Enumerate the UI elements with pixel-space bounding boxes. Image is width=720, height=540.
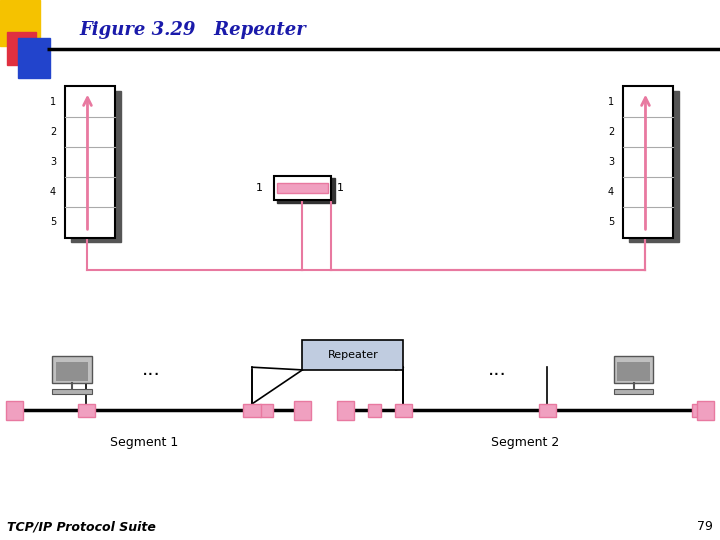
Text: 5: 5 xyxy=(50,218,56,227)
Bar xyxy=(697,401,714,420)
Text: ...: ... xyxy=(487,360,506,380)
Bar xyxy=(53,389,92,394)
Bar xyxy=(260,404,273,417)
Bar xyxy=(614,356,654,383)
Text: TCP/IP Protocol Suite: TCP/IP Protocol Suite xyxy=(7,520,156,533)
Text: 2: 2 xyxy=(608,127,614,137)
Bar xyxy=(78,404,95,417)
Bar xyxy=(618,362,649,381)
Text: 5: 5 xyxy=(608,218,614,227)
Text: 1: 1 xyxy=(337,183,344,193)
Bar xyxy=(71,91,121,242)
Text: Repeater: Repeater xyxy=(328,350,378,360)
Bar xyxy=(18,38,50,78)
Text: 3: 3 xyxy=(608,157,614,167)
Bar xyxy=(56,362,89,381)
Text: ...: ... xyxy=(142,360,161,380)
Bar xyxy=(277,178,335,202)
Bar xyxy=(368,404,381,417)
Bar xyxy=(6,401,23,420)
Text: 1: 1 xyxy=(50,97,56,106)
Text: 1: 1 xyxy=(256,183,263,193)
Text: 4: 4 xyxy=(608,187,614,197)
Text: Figure 3.29   Repeater: Figure 3.29 Repeater xyxy=(79,21,306,39)
Bar xyxy=(243,404,261,417)
Bar xyxy=(623,86,673,238)
Bar xyxy=(337,401,354,420)
Text: Segment 1: Segment 1 xyxy=(110,436,178,449)
Bar xyxy=(302,340,403,370)
Bar xyxy=(277,183,328,193)
Text: 4: 4 xyxy=(50,187,56,197)
Bar xyxy=(539,404,556,417)
Bar xyxy=(395,404,412,417)
Bar xyxy=(0,0,40,46)
Bar xyxy=(274,176,331,200)
Text: 3: 3 xyxy=(50,157,56,167)
Text: 79: 79 xyxy=(697,520,713,533)
Bar xyxy=(614,389,654,394)
Text: 2: 2 xyxy=(50,127,56,137)
Bar xyxy=(65,86,115,238)
Bar xyxy=(629,91,679,242)
Bar xyxy=(692,404,705,417)
Bar xyxy=(7,32,36,65)
Bar xyxy=(8,404,21,417)
Text: 1: 1 xyxy=(608,97,614,106)
Text: Segment 2: Segment 2 xyxy=(492,436,559,449)
Bar xyxy=(53,356,92,383)
Bar xyxy=(294,401,311,420)
